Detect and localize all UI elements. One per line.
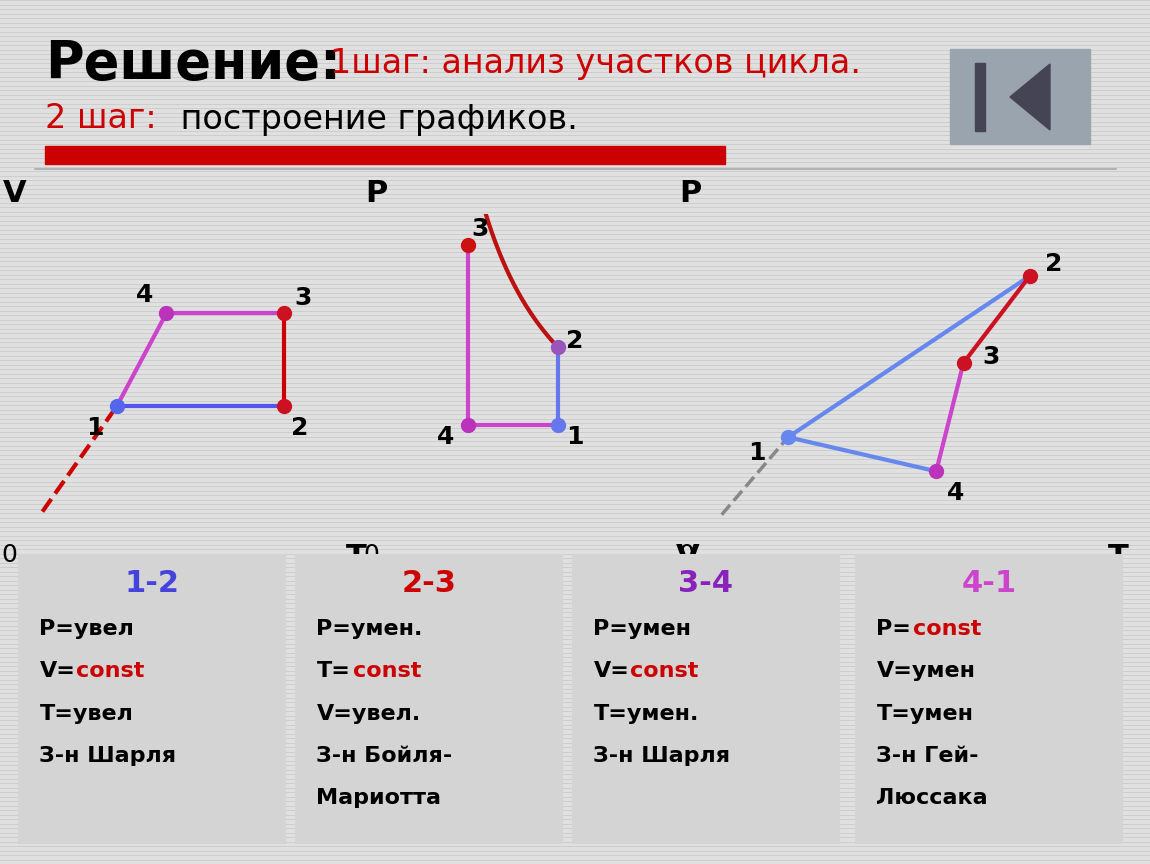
Text: 2: 2	[1044, 251, 1061, 276]
Text: V: V	[2, 179, 26, 208]
Text: Люссака: Люссака	[876, 788, 988, 808]
Text: 0: 0	[678, 543, 695, 567]
Text: 3: 3	[982, 345, 999, 369]
Text: 3: 3	[470, 218, 489, 242]
Text: З-н Бойля-: З-н Бойля-	[316, 746, 453, 766]
Text: 1: 1	[86, 416, 104, 440]
Polygon shape	[1010, 64, 1050, 130]
Text: 3: 3	[294, 286, 312, 309]
Text: Т=: Т=	[316, 662, 351, 682]
Text: 1шаг: анализ участков цикла.: 1шаг: анализ участков цикла.	[330, 48, 861, 80]
Text: 3-4: 3-4	[678, 569, 734, 598]
Text: 2 шаг:: 2 шаг:	[45, 103, 156, 136]
Text: T: T	[346, 543, 367, 572]
Text: V=увел.: V=увел.	[316, 703, 421, 723]
Text: 4: 4	[946, 481, 965, 505]
Text: 4-1: 4-1	[961, 569, 1017, 598]
Text: P: P	[680, 179, 702, 208]
Text: З-н Гей-: З-н Гей-	[876, 746, 979, 766]
Text: З-н Шарля: З-н Шарля	[39, 746, 177, 766]
Bar	[950, 49, 1090, 144]
Text: const: const	[353, 662, 421, 682]
Text: 0: 0	[2, 543, 17, 567]
Text: const: const	[76, 662, 144, 682]
Text: Р=умен: Р=умен	[593, 619, 691, 639]
Text: 1: 1	[748, 441, 766, 465]
Text: V=: V=	[593, 662, 629, 682]
Text: Т=умен: Т=умен	[876, 703, 973, 723]
Text: построение графиков.: построение графиков.	[170, 103, 578, 136]
Bar	[975, 63, 986, 131]
Text: Мариотта: Мариотта	[316, 788, 442, 808]
Text: 1: 1	[566, 425, 583, 449]
Text: Т=умен.: Т=умен.	[593, 703, 699, 723]
Text: Р=: Р=	[876, 619, 911, 639]
Text: Решение:: Решение:	[45, 38, 342, 90]
Text: 2: 2	[566, 329, 583, 353]
Text: const: const	[630, 662, 698, 682]
Text: Т=увел: Т=увел	[39, 703, 133, 723]
Text: 4: 4	[136, 283, 153, 307]
Text: V: V	[675, 543, 699, 572]
Text: 1-2: 1-2	[124, 569, 179, 598]
Bar	[45, 146, 724, 164]
Text: 4: 4	[437, 425, 454, 449]
Text: 2: 2	[291, 416, 308, 440]
Text: const: const	[913, 619, 981, 639]
Text: T: T	[1107, 543, 1128, 572]
Text: 0: 0	[363, 543, 378, 567]
Text: V=умен: V=умен	[876, 662, 975, 682]
Text: V=: V=	[39, 662, 75, 682]
Text: З-н Шарля: З-н Шарля	[593, 746, 730, 766]
Text: P: P	[365, 179, 388, 208]
Text: Р=увел: Р=увел	[39, 619, 135, 639]
Text: 2-3: 2-3	[401, 569, 457, 598]
Text: Р=умен.: Р=умен.	[316, 619, 423, 639]
